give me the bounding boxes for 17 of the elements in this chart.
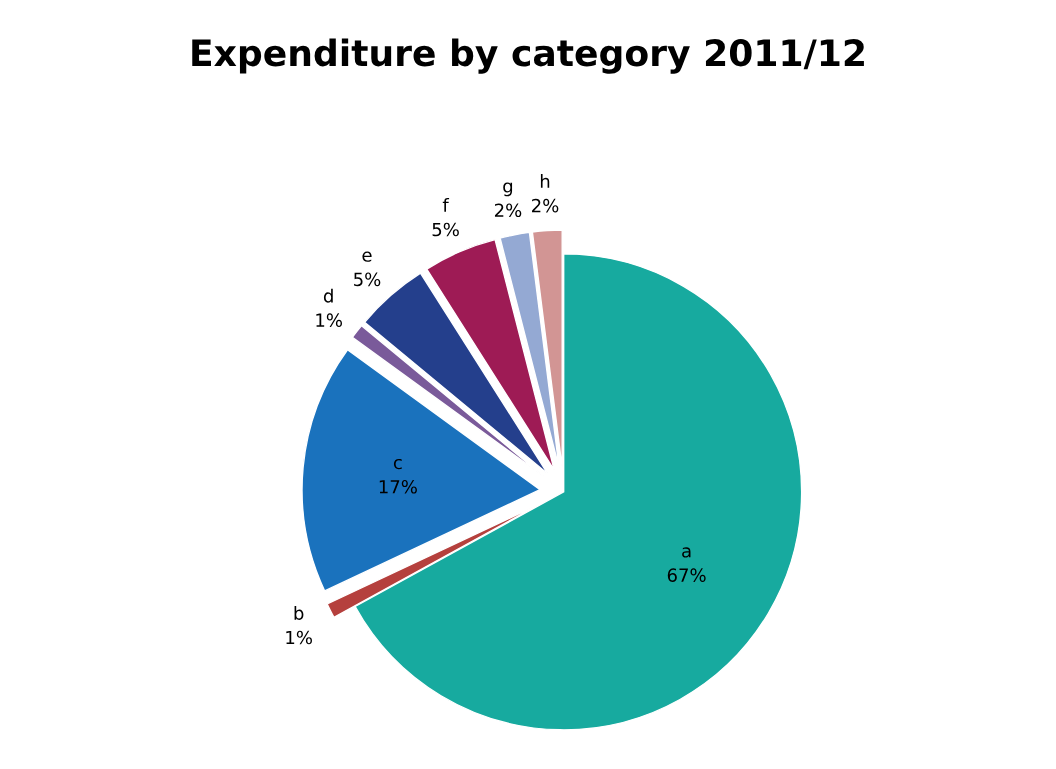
slice-label: b [294,606,304,620]
data-label: 5% [432,222,459,237]
slice-label: e [362,251,372,262]
data-label: 2% [494,203,522,218]
slice-label: d [323,288,333,303]
data-label: 67% [667,568,706,582]
data-label: 2% [532,198,559,213]
slice-label: c [393,458,402,470]
data-label: 17% [379,479,417,494]
slice-label: g [503,182,513,197]
data-label: 1% [286,630,312,645]
data-label: 1% [316,313,342,327]
slice-label: f [442,197,450,212]
chart-title: Expenditure by category 2011/12 [192,38,864,74]
slice-label: h [540,174,550,188]
data-label: 5% [354,272,381,287]
slice-label: a [682,547,691,558]
